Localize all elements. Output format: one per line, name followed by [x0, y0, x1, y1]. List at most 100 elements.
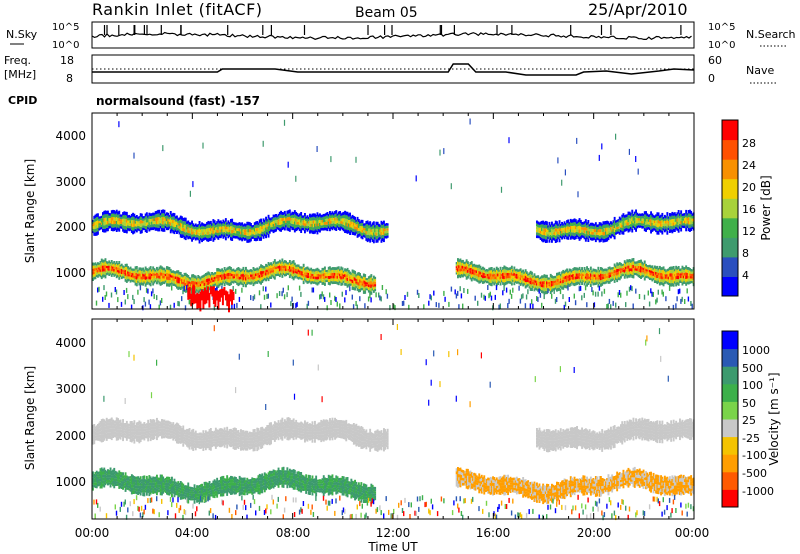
scatter-cell	[518, 274, 521, 277]
scatter-cell	[537, 224, 540, 228]
scatter-cell	[130, 268, 133, 271]
scatter-cell	[547, 234, 550, 237]
scatter-cell	[518, 281, 521, 285]
scatter-cell	[467, 261, 469, 265]
scatter-cell	[320, 214, 323, 218]
scatter-cell	[359, 233, 361, 236]
speckle-cell	[586, 302, 588, 308]
scatter-cell	[286, 217, 289, 221]
scatter-cell	[543, 228, 546, 232]
scatter-cell	[364, 235, 367, 238]
speckle-cell	[499, 303, 501, 309]
speckle-cell	[133, 152, 135, 159]
speckle-cell	[492, 305, 494, 311]
scatter-cell	[342, 270, 345, 273]
scatter-cell	[527, 284, 530, 287]
scatter-cell	[95, 270, 98, 273]
speckle-cell	[655, 299, 657, 305]
scatter-cell	[536, 223, 538, 227]
scatter-cell	[159, 268, 162, 273]
scatter-cell	[364, 284, 367, 288]
scatter-cell	[302, 270, 305, 274]
scatter-cell	[300, 273, 303, 276]
scatter-cell	[370, 291, 373, 295]
scatter-cell	[542, 220, 545, 225]
scatter-cell	[122, 218, 124, 222]
scatter-cell	[275, 269, 277, 272]
scatter-cell	[292, 224, 295, 228]
scatter-cell	[455, 264, 458, 267]
scatter-cell	[543, 238, 546, 242]
scatter-cell	[266, 218, 269, 222]
scatter-cell	[117, 224, 119, 228]
scatter-cell	[283, 227, 286, 231]
scatter-cell	[192, 223, 195, 227]
scatter-cell	[173, 273, 176, 277]
scatter-cell	[360, 275, 363, 279]
scatter-cell	[148, 282, 151, 286]
scatter-cell	[474, 264, 477, 268]
scatter-cell	[513, 272, 516, 276]
scatter-cell	[517, 274, 520, 277]
scatter-cell	[514, 280, 517, 283]
scatter-cell	[349, 283, 351, 286]
scatter-cell	[217, 236, 220, 240]
scatter-cell	[228, 229, 231, 232]
scatter-cell	[232, 221, 235, 225]
scatter-cell	[268, 271, 271, 274]
scatter-cell	[322, 219, 325, 223]
scatter-cell	[140, 273, 143, 277]
scatter-cell	[262, 268, 265, 271]
scatter-cell	[266, 264, 269, 268]
scatter-cell	[549, 232, 552, 235]
speckle-cell	[502, 290, 504, 296]
scatter-cell	[519, 271, 522, 275]
scatter-cell	[369, 235, 372, 239]
scatter-cell	[231, 218, 234, 223]
scatter-cell	[307, 219, 310, 222]
scatter-cell	[296, 221, 299, 225]
scatter-cell	[119, 270, 122, 273]
scatter-cell	[105, 221, 108, 225]
scatter-cell	[253, 281, 256, 285]
scatter-cell	[132, 227, 134, 231]
scatter-cell	[176, 276, 178, 280]
scatter-cell	[346, 219, 349, 223]
scatter-cell	[337, 266, 340, 270]
scatter-cell	[365, 282, 368, 285]
scatter-cell	[322, 222, 325, 226]
scatter-cell	[544, 274, 547, 279]
scatter-cell	[510, 272, 513, 276]
scatter-cell	[138, 223, 141, 227]
scatter-cell	[173, 216, 176, 221]
scatter-cell	[257, 225, 260, 228]
scatter-cell	[260, 237, 262, 241]
scatter-cell	[203, 234, 206, 238]
scatter-cell	[543, 291, 546, 295]
scatter-cell	[541, 284, 543, 288]
scatter-cell	[166, 215, 168, 219]
scatter-cell	[110, 227, 113, 231]
scatter-cell	[378, 226, 380, 230]
scatter-cell	[465, 272, 468, 277]
scatter-cell	[124, 275, 127, 279]
scatter-cell	[203, 283, 206, 286]
scatter-cell	[137, 269, 140, 272]
scatter-cell	[531, 278, 533, 282]
scatter-cell	[181, 281, 183, 284]
scatter-cell	[548, 277, 551, 280]
scatter-cell	[253, 279, 256, 282]
scatter-cell	[331, 223, 334, 227]
scatter-cell	[240, 276, 242, 280]
scatter-cell	[342, 218, 345, 222]
scatter-cell	[319, 272, 321, 275]
scatter-cell	[351, 269, 354, 273]
speckle-cell	[455, 293, 458, 299]
scatter-cell	[512, 275, 514, 278]
scatter-cell	[198, 289, 201, 293]
scatter-cell	[314, 223, 316, 227]
scatter-cell	[99, 223, 102, 226]
scatter-cell	[305, 277, 308, 280]
scatter-cell	[510, 265, 513, 269]
scatter-cell	[273, 220, 276, 224]
